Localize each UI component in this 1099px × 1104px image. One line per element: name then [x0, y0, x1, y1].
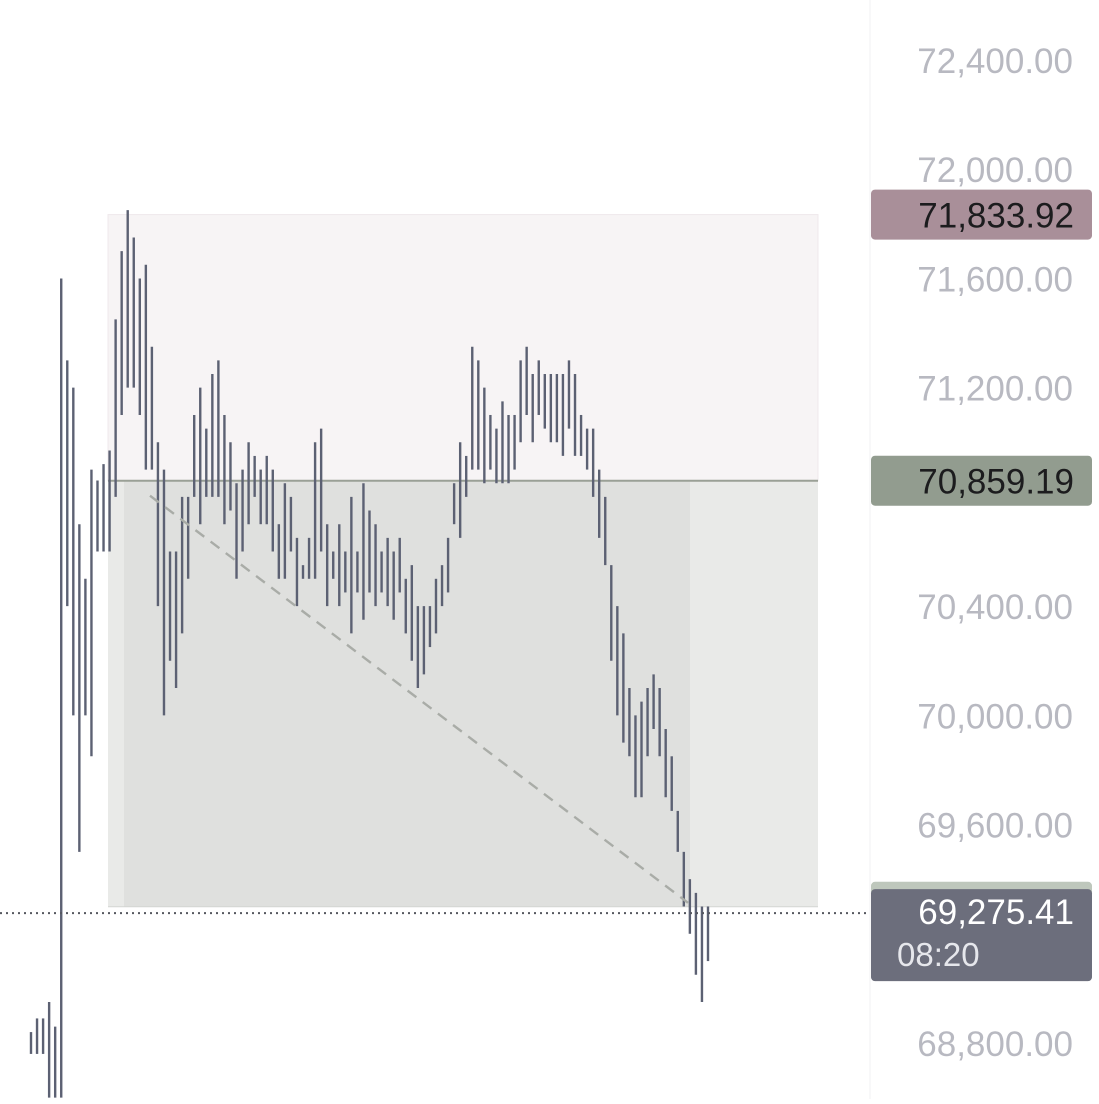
- y-tick-label: 69,600.00: [917, 807, 1073, 846]
- y-tick-label: 72,400.00: [917, 42, 1073, 81]
- y-tick-label: 72,000.00: [917, 151, 1073, 190]
- current-price-badge[interactable]: 69,275.41 08:20: [871, 889, 1092, 982]
- current-price-label: 69,275.41: [918, 893, 1074, 932]
- y-tick-label: 68,800.00: [917, 1025, 1073, 1064]
- current-price-bg: [871, 889, 1092, 982]
- price-badge-label: 70,859.19: [918, 463, 1074, 502]
- price-badge-stop-loss[interactable]: 71,833.92: [871, 189, 1092, 240]
- y-tick-label: 71,600.00: [917, 260, 1073, 299]
- y-tick-label: 71,200.00: [917, 370, 1073, 409]
- price-badge-entry[interactable]: 70,859.19: [871, 455, 1092, 506]
- y-tick-label: 70,400.00: [917, 588, 1073, 627]
- risk-zone[interactable]: [107, 214, 819, 482]
- price-badge-bg: [871, 455, 1092, 506]
- price-badge-bg: [871, 189, 1092, 240]
- ohlc-bars: [29, 210, 710, 1098]
- price-lines: [0, 494, 870, 915]
- price-badge-label: 71,833.92: [918, 197, 1074, 236]
- short-position-tool[interactable]: [107, 214, 819, 908]
- price-axis[interactable]: 72,400.00 72,000.00 71,600.00 71,200.00 70,4…: [869, 0, 1099, 1099]
- y-tick-label: 70,000.00: [917, 697, 1073, 736]
- countdown-label: 08:20: [897, 936, 980, 973]
- reward-zone[interactable]: [124, 480, 690, 907]
